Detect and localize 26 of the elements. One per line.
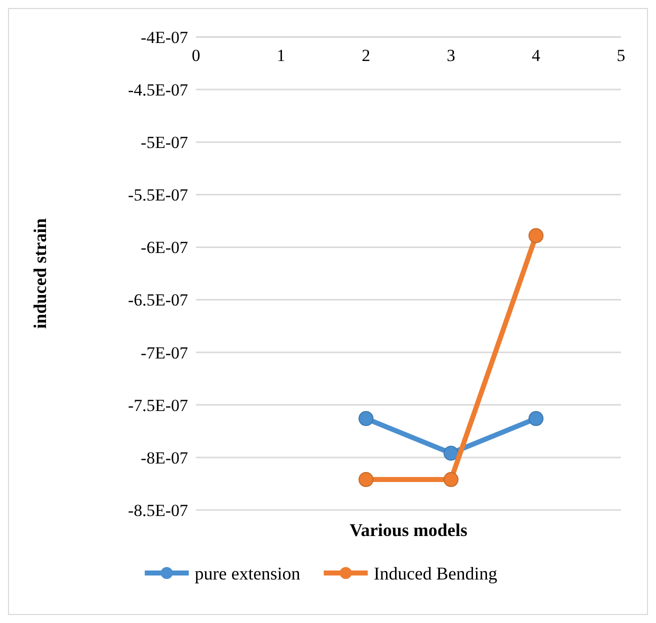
y-tick-label: -8.5E-07 (128, 500, 188, 520)
point (358, 411, 374, 426)
x-tick-label: 2 (362, 46, 370, 65)
y-axis-title: induced strain (30, 218, 50, 329)
y-tick-label: -7E-07 (140, 343, 188, 362)
y-tick-label: -6E-07 (140, 238, 188, 258)
y-tick-label: -5E-07 (140, 133, 188, 152)
x-tick-label: 1 (276, 46, 286, 65)
point (444, 446, 458, 461)
y-tick-label: -8E-07 (140, 448, 188, 468)
point (444, 472, 458, 488)
x-tick-label: 0 (192, 46, 200, 65)
y-tick-label: -7.5E-07 (128, 396, 188, 415)
point (528, 228, 544, 244)
legend-label: Induced Bending (374, 563, 498, 584)
y-tick-label: -6.5E-07 (128, 290, 188, 310)
x-tick-label: 4 (532, 46, 541, 65)
x-tick-label: 3 (446, 46, 456, 65)
y-tick-label: -4.5E-07 (128, 80, 188, 100)
y-tick-label: -5.5E-07 (128, 186, 188, 205)
y-tick-label: -4E-07 (140, 28, 188, 47)
point (528, 411, 544, 426)
point (358, 472, 374, 488)
x-tick-label: 5 (616, 46, 626, 65)
legend-label: pure extension (194, 563, 300, 584)
x-axis-title: Various models (350, 520, 468, 540)
